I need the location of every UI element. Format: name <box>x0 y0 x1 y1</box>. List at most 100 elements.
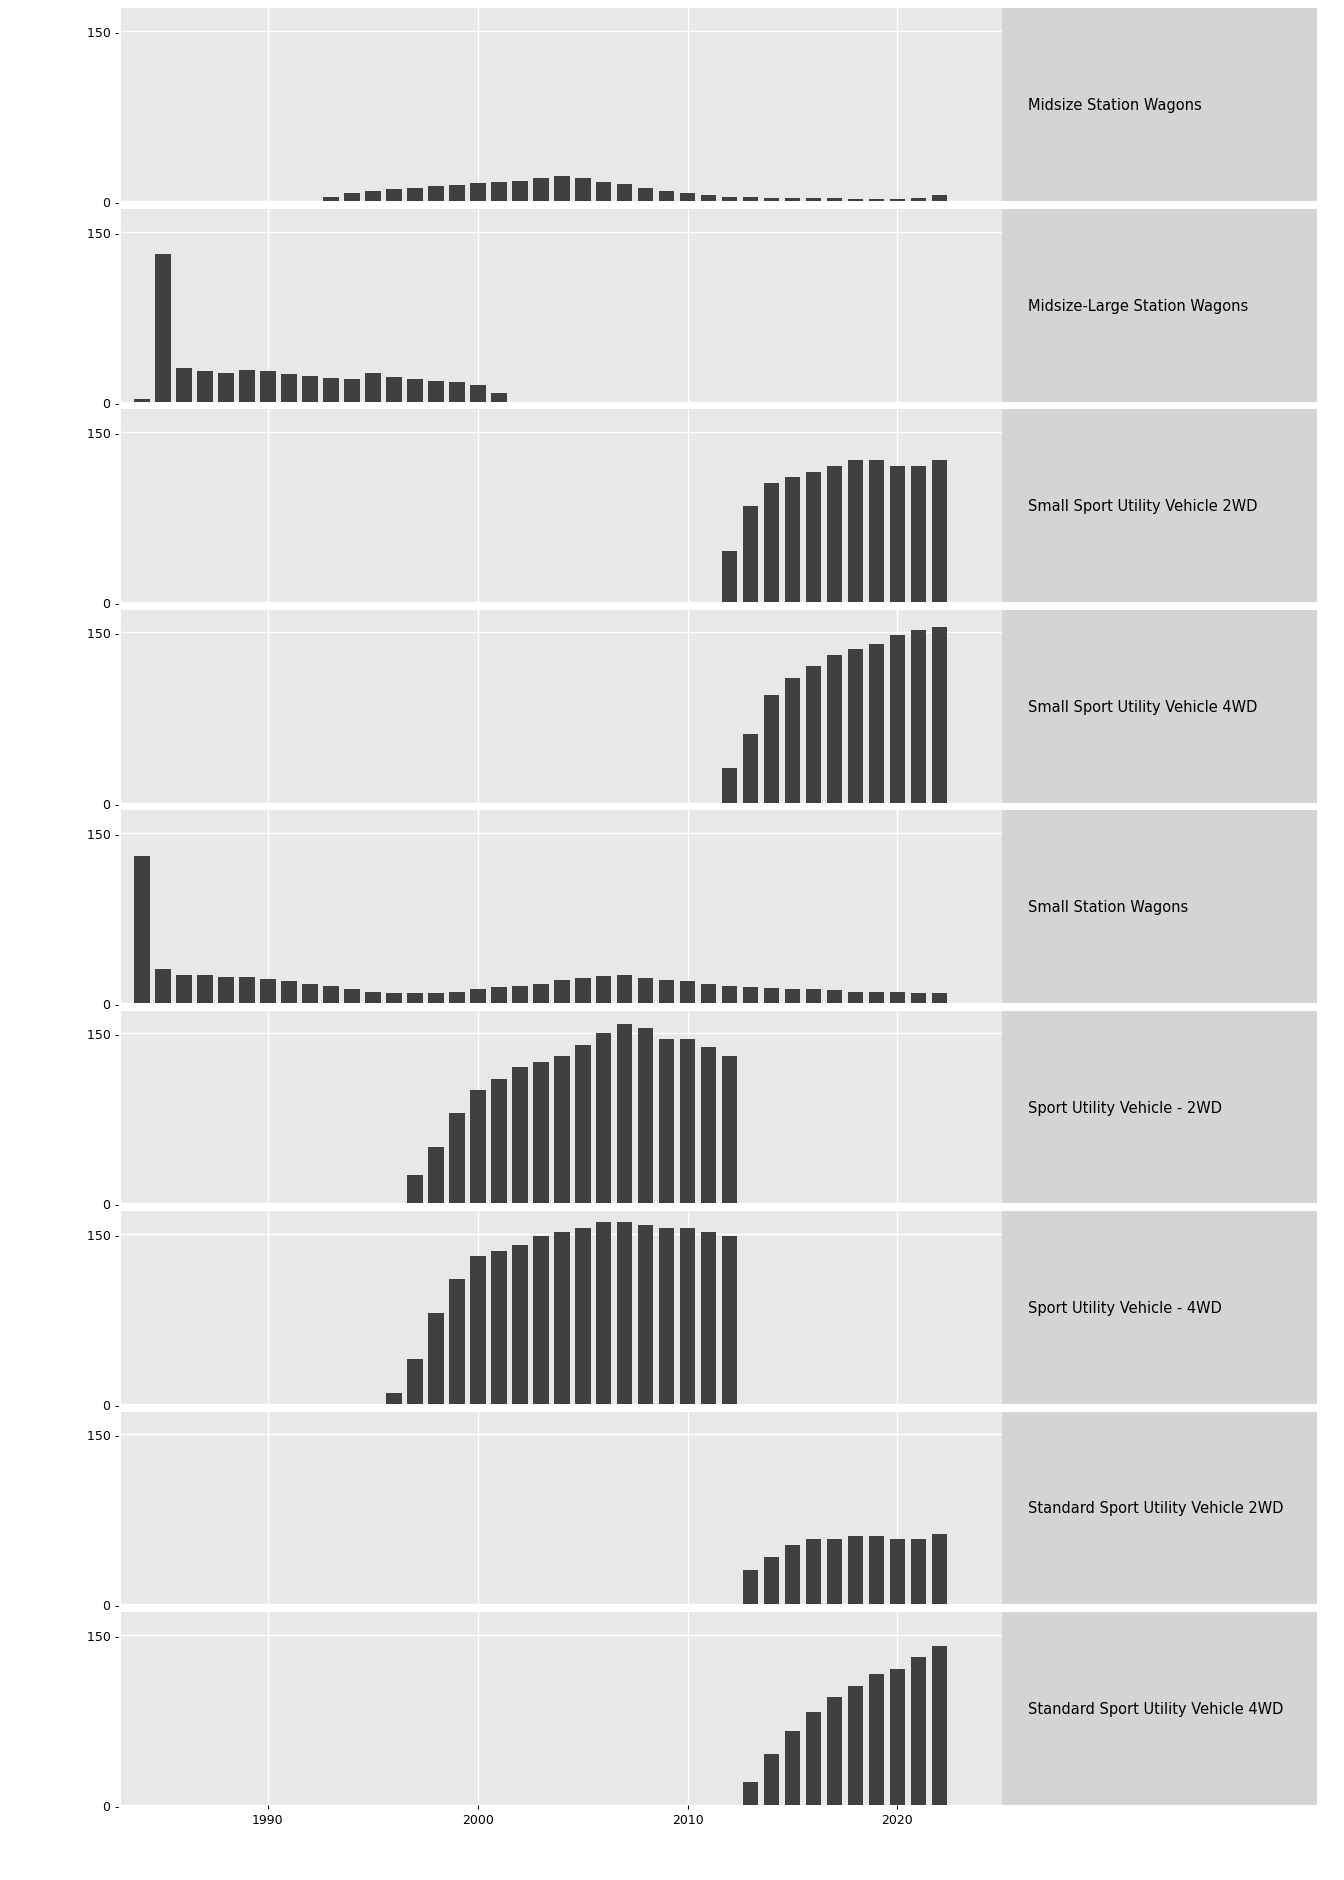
Bar <box>722 769 738 803</box>
Bar <box>366 192 380 201</box>
Bar <box>617 976 633 1004</box>
Bar <box>617 1025 633 1203</box>
Bar <box>890 993 906 1004</box>
Bar <box>659 1040 675 1203</box>
Bar <box>743 506 758 603</box>
Bar <box>449 1113 465 1203</box>
Bar <box>743 1570 758 1604</box>
Bar <box>785 1545 801 1604</box>
Text: Small Sport Utility Vehicle 2WD: Small Sport Utility Vehicle 2WD <box>1028 498 1257 513</box>
Bar <box>763 1557 780 1604</box>
Bar <box>470 1090 485 1203</box>
Bar <box>218 374 234 402</box>
Bar <box>931 1534 948 1604</box>
Bar <box>134 855 149 1004</box>
Bar <box>532 1237 548 1404</box>
Bar <box>470 1258 485 1404</box>
Bar <box>722 551 738 603</box>
Bar <box>931 196 948 201</box>
Bar <box>427 993 444 1004</box>
Bar <box>323 987 339 1004</box>
Bar <box>722 197 738 201</box>
Bar <box>532 983 548 1004</box>
Bar <box>386 190 402 201</box>
Bar <box>910 199 926 201</box>
Bar <box>176 976 192 1004</box>
Bar <box>407 1175 422 1203</box>
Bar <box>155 256 171 402</box>
Text: Standard Sport Utility Vehicle 2WD: Standard Sport Utility Vehicle 2WD <box>1028 1500 1284 1515</box>
Bar <box>575 1228 590 1404</box>
Bar <box>637 1226 653 1404</box>
Bar <box>281 376 297 402</box>
Bar <box>491 393 507 402</box>
Bar <box>680 194 695 201</box>
Bar <box>848 1686 863 1805</box>
Bar <box>637 188 653 201</box>
Bar <box>491 182 507 201</box>
Bar <box>848 199 863 201</box>
Bar <box>323 197 339 201</box>
Bar <box>868 1675 884 1805</box>
Bar <box>155 970 171 1004</box>
Bar <box>386 378 402 402</box>
Bar <box>827 991 843 1004</box>
Bar <box>805 991 821 1004</box>
Bar <box>575 978 590 1004</box>
Bar <box>785 478 801 603</box>
Bar <box>259 372 276 402</box>
Bar <box>827 466 843 603</box>
Bar <box>302 376 317 402</box>
Bar <box>931 1647 948 1805</box>
Bar <box>637 978 653 1004</box>
Bar <box>805 1538 821 1604</box>
Bar <box>470 991 485 1004</box>
Bar <box>659 1228 675 1404</box>
Bar <box>763 696 780 803</box>
Bar <box>427 1147 444 1203</box>
Bar <box>512 1245 528 1404</box>
Bar <box>449 993 465 1004</box>
Bar <box>763 1754 780 1805</box>
Bar <box>637 1028 653 1203</box>
Bar <box>239 370 255 402</box>
Bar <box>575 179 590 201</box>
Text: Midsize Station Wagons: Midsize Station Wagons <box>1028 98 1202 113</box>
Bar <box>449 384 465 402</box>
Bar <box>868 645 884 803</box>
Bar <box>595 1222 612 1404</box>
Bar <box>910 1658 926 1805</box>
Bar <box>743 987 758 1004</box>
Bar <box>281 981 297 1004</box>
Bar <box>785 199 801 201</box>
Bar <box>470 385 485 402</box>
Text: Small Sport Utility Vehicle 4WD: Small Sport Utility Vehicle 4WD <box>1028 699 1257 714</box>
Bar <box>407 188 422 201</box>
Bar <box>427 188 444 201</box>
Bar <box>868 1536 884 1604</box>
Text: Midsize-Large Station Wagons: Midsize-Large Station Wagons <box>1028 299 1247 314</box>
Text: Small Station Wagons: Small Station Wagons <box>1028 901 1188 914</box>
Bar <box>890 199 906 201</box>
Bar <box>323 378 339 402</box>
Bar <box>722 1057 738 1203</box>
Bar <box>931 461 948 603</box>
Bar <box>659 981 675 1004</box>
Bar <box>386 993 402 1004</box>
Bar <box>344 380 360 402</box>
Bar <box>785 1731 801 1805</box>
Bar <box>512 987 528 1004</box>
Bar <box>302 983 317 1004</box>
Bar <box>805 472 821 603</box>
Text: Sport Utility Vehicle - 2WD: Sport Utility Vehicle - 2WD <box>1028 1100 1222 1115</box>
Bar <box>931 628 948 803</box>
Bar <box>890 466 906 603</box>
Bar <box>218 978 234 1004</box>
Bar <box>700 1047 716 1203</box>
Bar <box>554 1231 570 1404</box>
Bar <box>532 1062 548 1203</box>
Bar <box>700 983 716 1004</box>
Bar <box>827 1698 843 1805</box>
Bar <box>827 199 843 201</box>
Bar <box>595 1034 612 1203</box>
